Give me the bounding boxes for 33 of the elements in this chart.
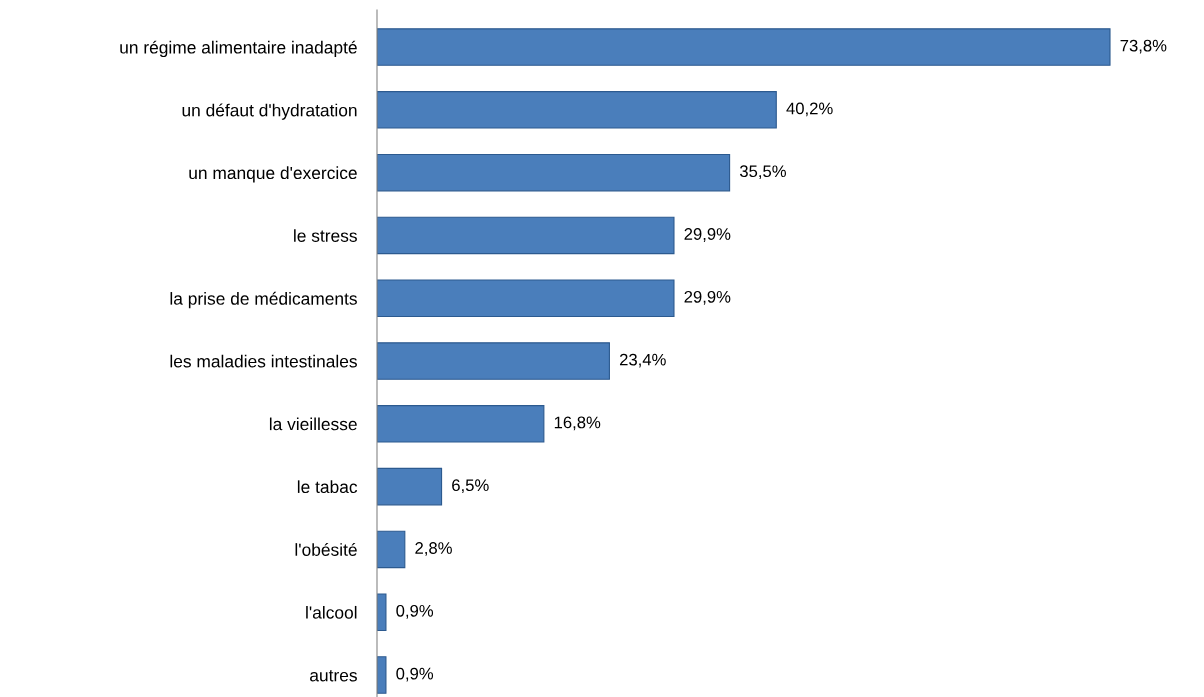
y-tick-label: la prise de médicaments	[170, 291, 357, 309]
data-label: 23,4%	[619, 353, 666, 368]
y-tick-label: un régime alimentaire inadapté	[120, 40, 357, 58]
data-label: 73,8%	[1120, 39, 1167, 54]
y-tick-label: le tabac	[297, 480, 358, 494]
bar	[377, 91, 777, 129]
bar	[377, 216, 675, 255]
bar	[377, 593, 387, 631]
bar	[377, 467, 443, 506]
data-label: 0,9%	[396, 604, 434, 619]
bar	[377, 279, 675, 318]
bar	[377, 530, 406, 569]
y-tick-label: le stress	[294, 229, 357, 242]
bar	[377, 405, 545, 443]
data-label: 29,9%	[684, 228, 731, 242]
data-label: 29,9%	[684, 290, 731, 305]
y-tick-label: l'alcool	[306, 605, 357, 619]
y-tick-label: la vieillesse	[269, 417, 357, 431]
bar	[377, 153, 731, 192]
y-tick-label: les maladies intestinales	[170, 354, 357, 368]
data-label: 16,8%	[554, 416, 601, 431]
y-tick-label: l'obésité	[295, 542, 357, 556]
y-tick-label: un manque d'exercice	[189, 166, 357, 183]
bar	[377, 656, 387, 694]
y-tick-label: un défaut d'hydratation	[182, 103, 357, 120]
data-label: 0,9%	[396, 667, 434, 682]
data-label: 35,5%	[739, 165, 786, 180]
data-label: 2,8%	[415, 542, 452, 556]
y-tick-label: autres	[310, 670, 357, 682]
bar	[377, 28, 1111, 66]
bar	[377, 342, 610, 380]
data-label: 6,5%	[452, 479, 489, 494]
data-label: 40,2%	[786, 102, 833, 117]
